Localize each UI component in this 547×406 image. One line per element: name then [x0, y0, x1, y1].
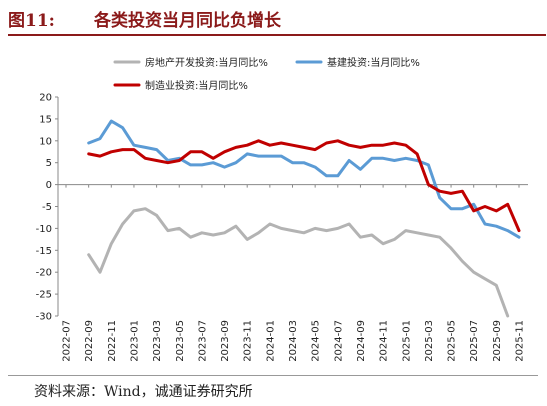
x-tick-label: 2024-01 — [265, 320, 276, 362]
figure-title: 各类投资当月同比负增长 — [94, 11, 281, 31]
y-tick-label: 0 — [46, 180, 52, 191]
y-tick-label: 20 — [39, 93, 52, 104]
x-tick-label: 2023-01 — [129, 320, 140, 362]
x-tick-label: 2024-11 — [379, 320, 390, 362]
chart-series-layer — [87, 119, 521, 318]
y-tick-label: 10 — [39, 136, 52, 147]
y-tick-label: -5 — [42, 202, 52, 213]
figure-number: 图11: — [8, 11, 55, 31]
y-tick-label: -15 — [36, 246, 52, 257]
x-tick-label: 2023-11 — [243, 320, 254, 362]
x-tick-label: 2025-05 — [447, 320, 458, 362]
series-line-1 — [87, 207, 510, 318]
x-tick-label: 2022-11 — [107, 320, 118, 362]
x-tick-label: 2023-03 — [152, 320, 163, 362]
x-tick-label: 2022-07 — [62, 320, 73, 362]
x-tick-label: 2024-07 — [333, 320, 344, 362]
x-tick-label: 2022-09 — [84, 320, 95, 362]
x-tick-label: 2025-11 — [515, 320, 526, 362]
x-tick-label: 2024-09 — [356, 320, 367, 362]
x-tick-label: 2023-09 — [220, 320, 231, 362]
series-line-2 — [87, 119, 521, 239]
x-tick-label: 2025-09 — [492, 320, 503, 362]
chart-legend: 房地产开发投资:当月同比% 基建投资:当月同比% 制造业投资:当月同比% — [113, 56, 420, 92]
y-tick-label: -10 — [36, 224, 52, 235]
source-divider — [8, 375, 538, 376]
figure-title-bar: 图11: 各类投资当月同比负增长 — [8, 4, 546, 36]
legend-label-1: 房地产开发投资:当月同比% — [145, 56, 268, 69]
y-tick-label: -25 — [36, 290, 52, 301]
series-line-3 — [87, 139, 521, 233]
y-tick-label: -20 — [36, 268, 52, 279]
x-tick-label: 2023-07 — [197, 320, 208, 362]
y-tick-label: -30 — [36, 312, 52, 323]
title-divider — [8, 34, 546, 36]
x-tick-label: 2025-07 — [469, 320, 480, 362]
x-tick-label: 2025-03 — [424, 320, 435, 362]
legend-label-3: 制造业投资:当月同比% — [145, 79, 248, 92]
y-tick-label: 15 — [39, 114, 52, 125]
chart-axes: -30 -25 -20 -15 -10 -5 0 5 10 15 20 2022-07 2022-09 2… — [36, 93, 528, 362]
x-tick-label: 2024-03 — [288, 320, 299, 362]
source-note: 资料来源：Wind，诚通证券研究所 — [34, 384, 253, 400]
x-tick-label: 2024-05 — [311, 320, 322, 362]
x-tick-label: 2023-05 — [175, 320, 186, 362]
legend-label-2: 基建投资:当月同比% — [327, 56, 420, 69]
x-tick-label: 2025-01 — [401, 320, 412, 362]
y-tick-label: 5 — [46, 158, 52, 169]
